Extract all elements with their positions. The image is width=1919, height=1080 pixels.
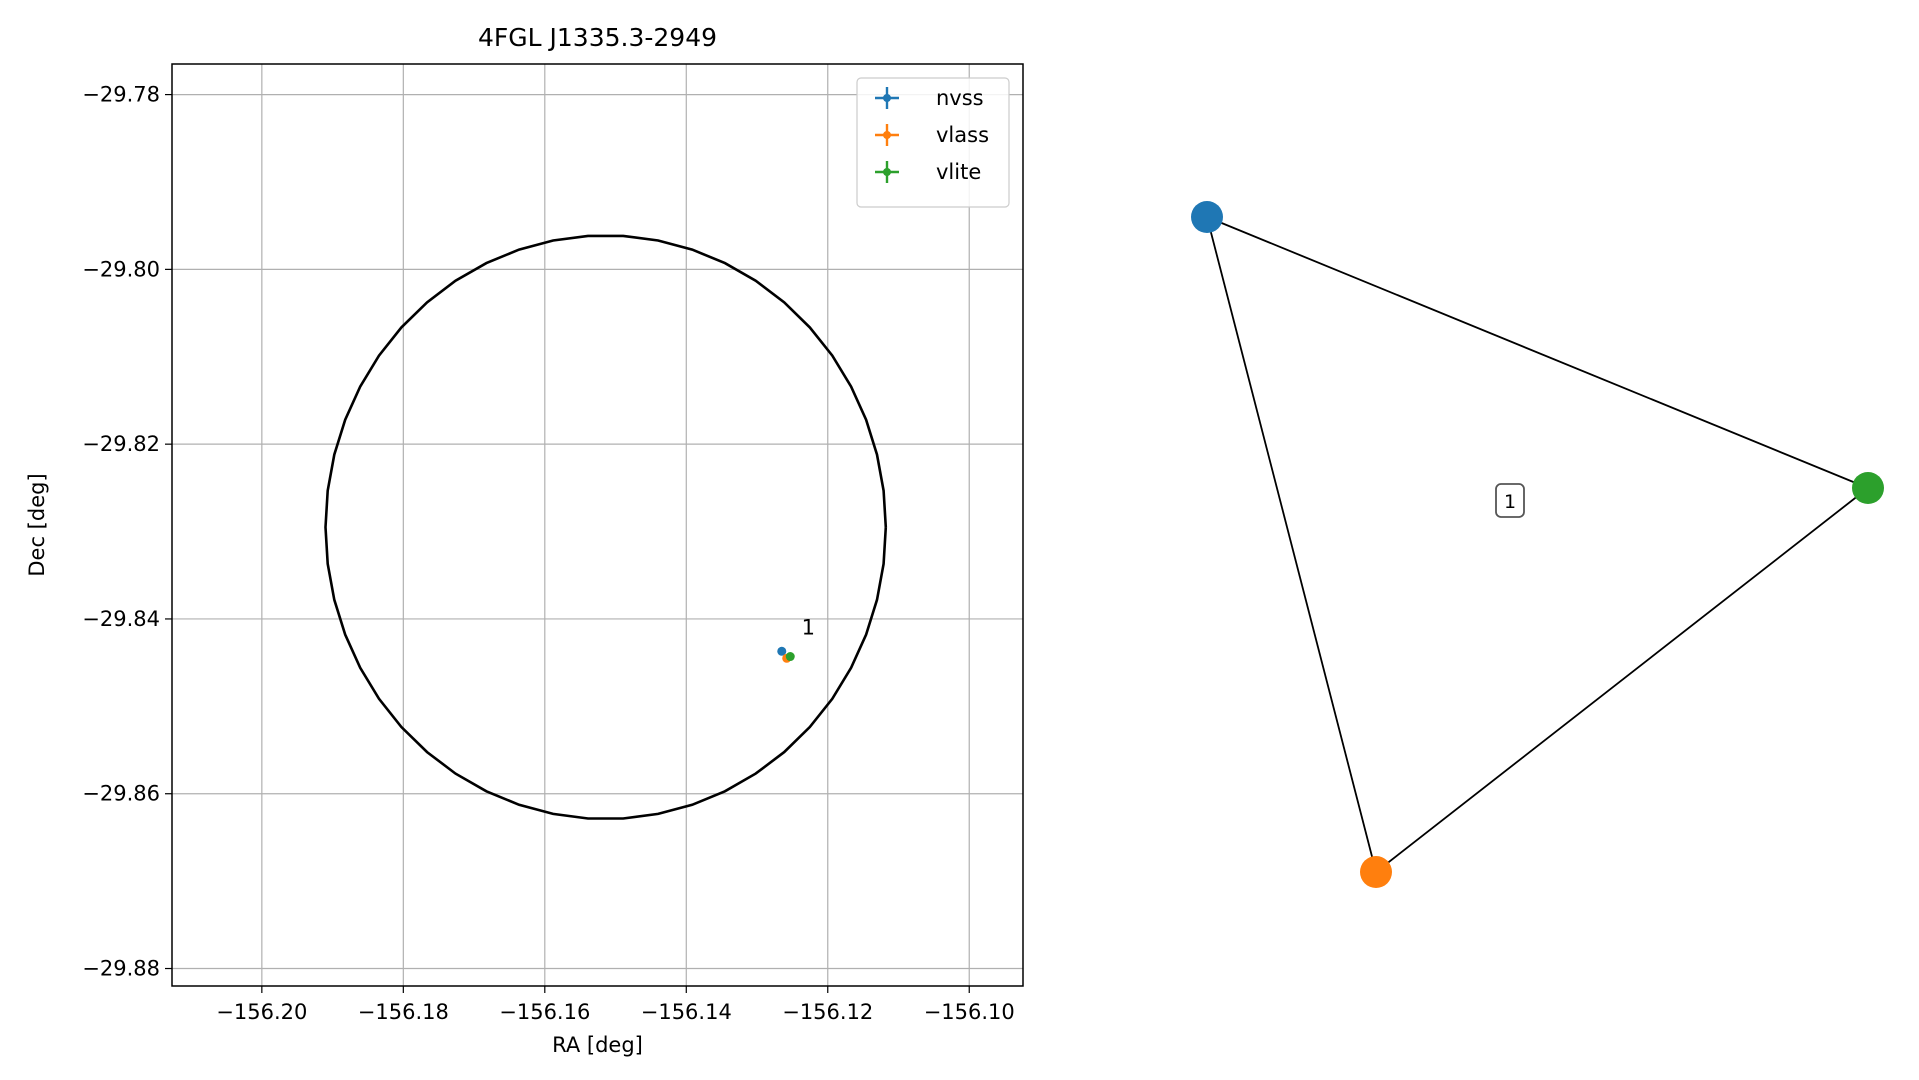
association-graph: 1 (1191, 201, 1884, 888)
x-tick-label: −156.16 (499, 1000, 590, 1024)
legend[interactable]: nvss vlass vlite (856, 77, 1010, 208)
legend-label-vlite[interactable]: vlite (936, 160, 981, 184)
node-vlite[interactable] (1852, 472, 1884, 504)
x-tick-label: −156.12 (782, 1000, 873, 1024)
x-tick-label: −156.10 (924, 1000, 1015, 1024)
x-tick-label: −156.20 (216, 1000, 307, 1024)
legend-marker-nvss (883, 94, 891, 102)
point-vlite[interactable] (785, 652, 795, 662)
point-nvss[interactable] (777, 646, 787, 656)
localization-ellipse (324, 234, 888, 820)
y-axis-label: Dec [deg] (25, 473, 49, 576)
graph-nodes (1191, 201, 1884, 888)
legend-label-nvss[interactable]: nvss (936, 86, 984, 110)
plot-frame (171, 63, 1024, 987)
point-annotation: 1 (802, 616, 815, 640)
y-tick-label: −29.86 (82, 782, 160, 806)
x-axis-label: RA [deg] (552, 1033, 643, 1057)
axis-ticks: −156.20 −156.18 −156.16 −156.14 −156.12 −156.… (82, 83, 1014, 1024)
y-tick-label: −29.80 (82, 257, 160, 281)
edge-vlass-vlite (1375, 487, 1869, 873)
sky-position-plot: 1 −156.20 −156.18 −156.16 −156.14 −156.12 −15… (25, 23, 1024, 1057)
group-label: 1 (1495, 483, 1525, 518)
graph-edges (1206, 216, 1869, 873)
y-tick-label: −29.82 (82, 432, 160, 456)
node-nvss[interactable] (1191, 201, 1223, 233)
legend-marker-vlite (883, 168, 891, 176)
group-label-text: 1 (1504, 491, 1516, 513)
localization-ellipse-layer (324, 234, 888, 820)
node-vlass[interactable] (1360, 856, 1392, 888)
legend-label-vlass[interactable]: vlass (936, 123, 989, 147)
grid-lines (172, 64, 1023, 986)
annotations: 1 (802, 616, 815, 640)
y-tick-label: −29.84 (82, 607, 160, 631)
y-tick-label: −29.88 (82, 957, 160, 981)
edge-nvss-vlite (1206, 216, 1869, 489)
y-tick-label: −29.78 (82, 83, 160, 107)
x-tick-label: −156.18 (358, 1000, 449, 1024)
legend-marker-vlass (883, 131, 891, 139)
x-tick-label: −156.14 (641, 1000, 732, 1024)
legend-box (856, 77, 1010, 208)
edge-nvss-vlass (1206, 216, 1377, 873)
group-label-box (1495, 483, 1525, 518)
chart-title: 4FGL J1335.3-2949 (478, 23, 717, 52)
source-points (777, 646, 795, 663)
